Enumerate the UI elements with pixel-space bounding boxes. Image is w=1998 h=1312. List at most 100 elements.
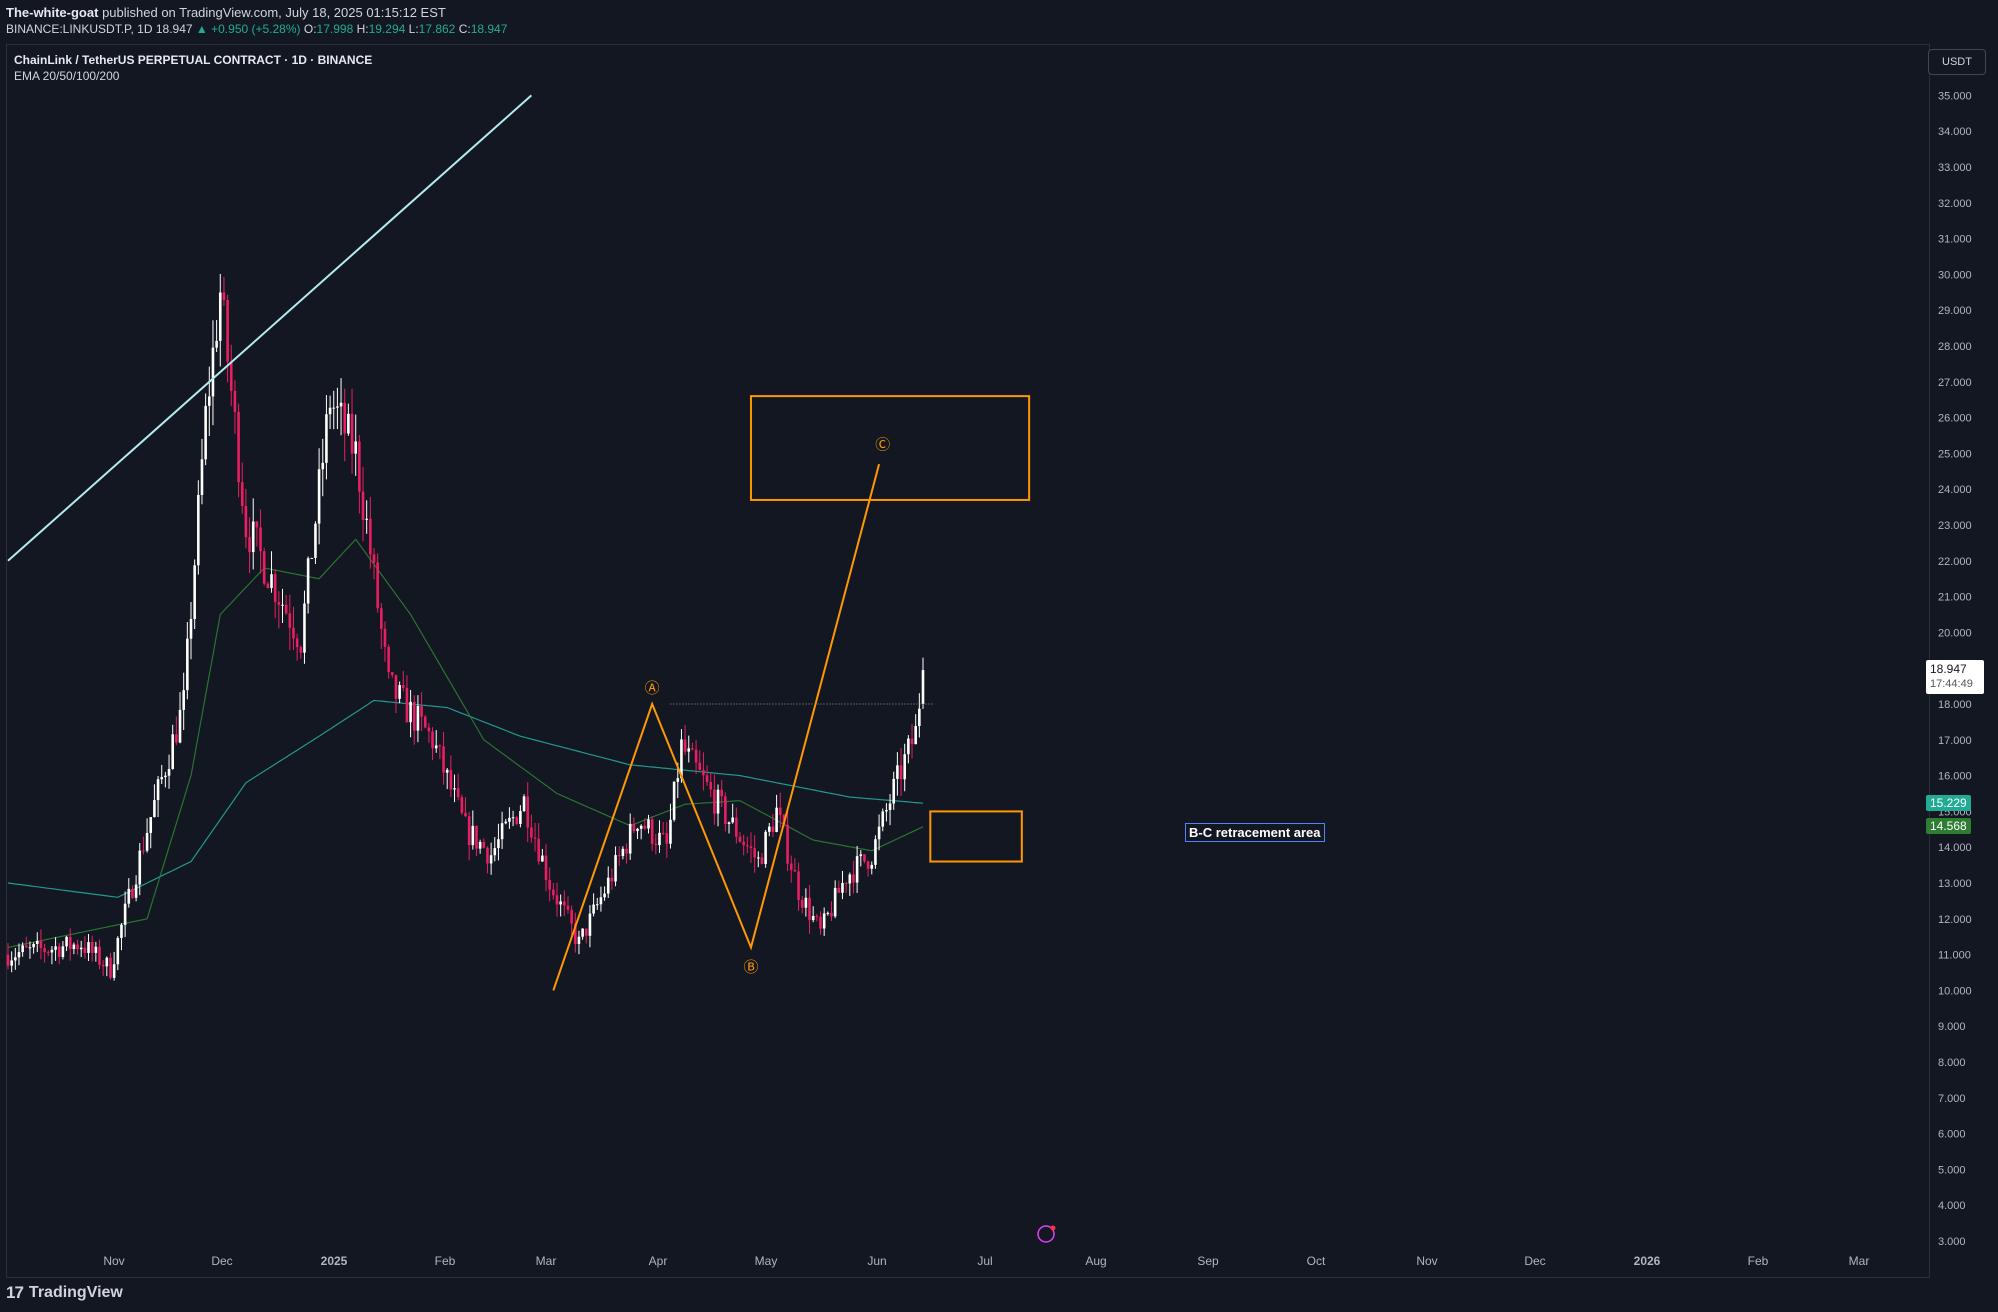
candle-body (767, 826, 771, 832)
candle-body (713, 789, 716, 814)
publish-header: The-white-goat published on TradingView.… (0, 0, 1998, 42)
candle-body (808, 897, 811, 921)
candle-body (533, 837, 537, 839)
candle-body (544, 855, 548, 880)
candle-body (460, 797, 464, 813)
candle-body (197, 494, 200, 566)
time-tick-label: Oct (1307, 1254, 1326, 1268)
candle-body (123, 903, 127, 925)
candle-body (738, 836, 742, 842)
candle-body (669, 819, 672, 844)
candle-body (175, 734, 178, 743)
candle-body (200, 459, 204, 495)
candle-body (270, 574, 273, 589)
candle-body (731, 817, 734, 823)
candle-body (804, 897, 808, 908)
price-tick-label: 14.000 (1938, 842, 1972, 854)
candle-body (837, 887, 841, 893)
retracement-label[interactable]: B-C retracement area (1185, 823, 1325, 842)
candle-body (449, 769, 453, 790)
currency-button[interactable]: USDT (1928, 49, 1986, 75)
candle-body (899, 765, 903, 780)
candle-body (617, 855, 621, 857)
candle-body (486, 847, 489, 864)
price-tick-label: 32.000 (1938, 198, 1972, 210)
candle-body (910, 738, 914, 745)
candle-body (614, 855, 617, 882)
candle-body (325, 414, 328, 463)
candle-body (72, 944, 76, 949)
symbol-title[interactable]: ChainLink / TetherUS PERPETUAL CONTRACT … (14, 53, 373, 67)
price-tick-label: 17.000 (1938, 735, 1972, 747)
candle-body (361, 491, 365, 520)
candle-body (145, 832, 149, 851)
time-tick-label: Sep (1197, 1254, 1219, 1268)
candle-body (478, 841, 482, 849)
candle-body (218, 292, 222, 341)
candle-body (383, 628, 387, 647)
candle-body (625, 848, 628, 854)
header-change: +0.950 (+5.28%) (211, 22, 301, 36)
candle-body (727, 822, 731, 824)
candle-body (317, 469, 321, 524)
tradingview-logo[interactable]: 17 TradingView (6, 1283, 123, 1303)
price-tick-label: 23.000 (1938, 520, 1972, 532)
candle-body (350, 413, 354, 454)
candle-body (852, 874, 855, 883)
candle-body (552, 889, 555, 896)
candle-body (153, 800, 156, 818)
candle-body (676, 778, 680, 782)
price-tick-label: 25.000 (1938, 448, 1972, 460)
candle-body (874, 839, 877, 865)
candle-body (281, 604, 284, 606)
candle-body (208, 396, 211, 406)
indicator-label[interactable]: EMA 20/50/100/200 (14, 69, 120, 83)
candle-body (866, 861, 870, 869)
candle-body (292, 627, 295, 639)
candle-body (563, 901, 566, 906)
candle-body (467, 816, 471, 846)
author-name[interactable]: The-white-goat (6, 5, 99, 20)
candle-body (295, 638, 299, 648)
candle-body (25, 945, 28, 948)
candle-body (870, 864, 874, 869)
candle-body (724, 796, 727, 824)
candle-body (17, 952, 21, 958)
candle-body (142, 850, 145, 852)
candle-body (515, 817, 519, 824)
candle-body (735, 817, 738, 837)
candle-body (182, 690, 185, 710)
open-value: 17.998 (316, 22, 354, 36)
trendline (7, 94, 533, 562)
candle-body (134, 884, 138, 898)
candle-body (189, 618, 193, 639)
replay-icon (1037, 1225, 1055, 1243)
candle-body (628, 823, 632, 854)
candle-body (694, 749, 698, 763)
candle-body (321, 462, 325, 470)
price-tick-label: 10.000 (1938, 985, 1972, 997)
candle-body (186, 638, 189, 691)
time-tick-label: Apr (649, 1254, 668, 1268)
candle-body (262, 551, 266, 584)
candle-body (687, 748, 691, 752)
brand-name: TradingView (28, 1284, 123, 1301)
candle-body (475, 825, 478, 849)
candle-body (112, 964, 116, 978)
price-tick-label: 6.000 (1938, 1129, 1966, 1141)
candle-body (621, 848, 625, 857)
candle-body (577, 936, 581, 945)
candle-body (877, 826, 881, 840)
candle-body (464, 812, 467, 817)
candle-body (672, 781, 676, 820)
candle-body (456, 788, 460, 798)
candle-body (127, 888, 131, 904)
candle-body (6, 954, 10, 966)
candle-body (500, 823, 504, 840)
candle-body (778, 807, 782, 815)
candle-body (643, 825, 647, 829)
candle-body (423, 716, 427, 728)
candle-body (204, 405, 207, 460)
candle-body (497, 839, 500, 849)
